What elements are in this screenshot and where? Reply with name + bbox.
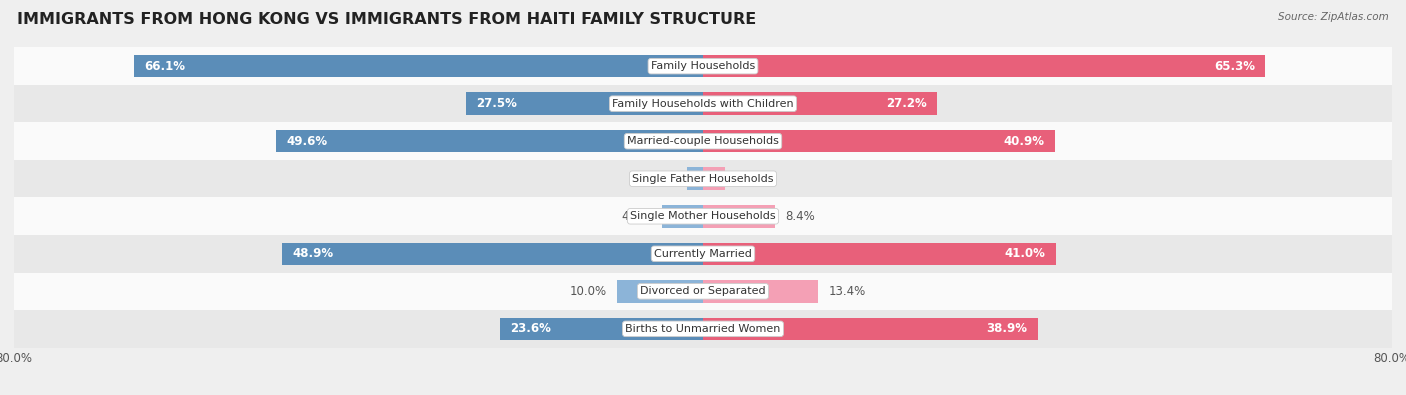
Bar [14,273,1392,310]
Bar [703,92,938,115]
Text: 66.1%: 66.1% [143,60,186,73]
Bar [703,280,818,303]
Bar [14,235,1392,273]
Text: 2.6%: 2.6% [735,172,766,185]
Text: 13.4%: 13.4% [828,285,866,298]
Text: Single Mother Households: Single Mother Households [630,211,776,221]
Bar [14,310,1392,348]
Text: 41.0%: 41.0% [1005,247,1046,260]
Text: 48.9%: 48.9% [292,247,333,260]
Text: 1.8%: 1.8% [647,172,678,185]
Bar [134,55,703,77]
Bar [14,160,1392,198]
Text: Single Father Households: Single Father Households [633,174,773,184]
Text: 23.6%: 23.6% [510,322,551,335]
Text: 8.4%: 8.4% [786,210,815,223]
Bar [703,243,1056,265]
Text: 4.8%: 4.8% [621,210,651,223]
Bar [14,47,1392,85]
Bar [617,280,703,303]
Bar [276,130,703,152]
Text: Family Households: Family Households [651,61,755,71]
Bar [703,130,1056,152]
Bar [703,318,1038,340]
Bar [662,205,703,228]
Bar [703,205,775,228]
Text: Births to Unmarried Women: Births to Unmarried Women [626,324,780,334]
Text: 40.9%: 40.9% [1004,135,1045,148]
Text: Currently Married: Currently Married [654,249,752,259]
Text: Family Households with Children: Family Households with Children [612,99,794,109]
Bar [703,167,725,190]
Text: 27.2%: 27.2% [886,97,927,110]
Bar [14,122,1392,160]
Bar [14,198,1392,235]
Text: Source: ZipAtlas.com: Source: ZipAtlas.com [1278,12,1389,22]
Bar [14,85,1392,122]
Bar [703,55,1265,77]
Bar [281,243,703,265]
Text: 10.0%: 10.0% [569,285,606,298]
Text: 38.9%: 38.9% [987,322,1028,335]
Text: Married-couple Households: Married-couple Households [627,136,779,146]
Bar [688,167,703,190]
Text: 27.5%: 27.5% [477,97,517,110]
Text: IMMIGRANTS FROM HONG KONG VS IMMIGRANTS FROM HAITI FAMILY STRUCTURE: IMMIGRANTS FROM HONG KONG VS IMMIGRANTS … [17,12,756,27]
Bar [499,318,703,340]
Bar [467,92,703,115]
Text: 49.6%: 49.6% [287,135,328,148]
Text: 65.3%: 65.3% [1213,60,1256,73]
Text: Divorced or Separated: Divorced or Separated [640,286,766,296]
